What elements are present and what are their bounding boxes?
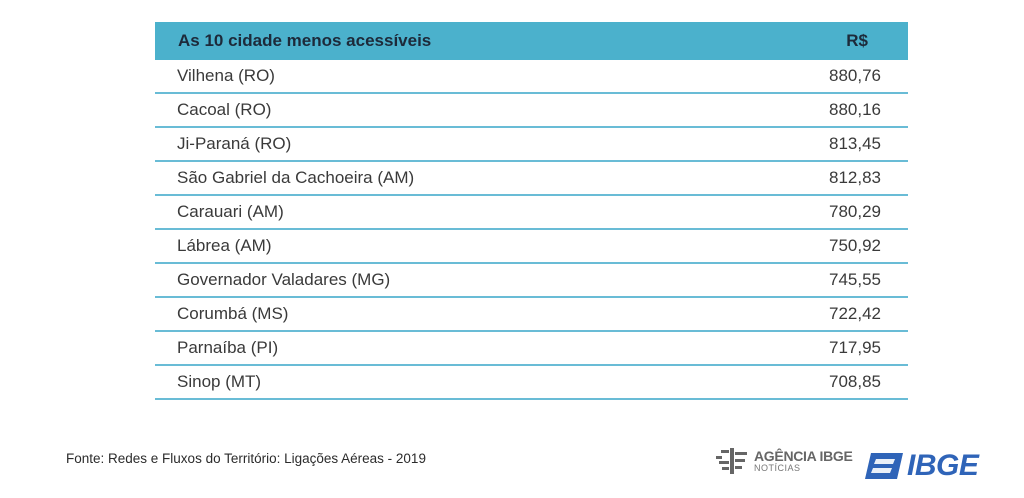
row-value: 708,85 [829, 372, 881, 391]
row-city: Lábrea (AM) [177, 236, 272, 255]
table-row: Vilhena (RO) 880,76 [155, 60, 908, 94]
agencia-subtitle: NOTÍCIAS [754, 463, 801, 473]
table-row: Ji-Paraná (RO) 813,45 [155, 128, 908, 162]
table-row: Cacoal (RO) 880,16 [155, 94, 908, 128]
header-city: As 10 cidade menos acessíveis [178, 31, 432, 50]
table-row: São Gabriel da Cachoeira (AM) 812,83 [155, 162, 908, 196]
row-city: Sinop (MT) [177, 372, 262, 391]
row-city: Parnaíba (PI) [177, 338, 279, 357]
source-note: Fonte: Redes e Fluxos do Território: Lig… [66, 451, 426, 466]
table-row: Carauari (AM) 780,29 [155, 196, 908, 230]
row-city: São Gabriel da Cachoeira (AM) [177, 168, 415, 187]
row-city: Corumbá (MS) [177, 304, 289, 323]
ibge-wordmark: IBGE [907, 449, 979, 482]
row-value: 812,83 [829, 168, 881, 187]
ibge-logo: IBGE [865, 449, 979, 483]
ibge-mark-icon [865, 453, 903, 479]
agencia-ibge-logo: AGÊNCIA IBGE NOTÍCIAS [716, 446, 853, 476]
table-row: Sinop (MT) 708,85 [155, 366, 908, 400]
row-city: Carauari (AM) [177, 202, 284, 221]
row-city: Governador Valadares (MG) [177, 270, 391, 289]
table-header: As 10 cidade menos acessíveis R$ [155, 22, 908, 60]
row-city: Vilhena (RO) [177, 66, 275, 85]
row-value: 880,76 [829, 66, 881, 85]
row-value: 813,45 [829, 134, 881, 153]
agencia-title: AGÊNCIA IBGE [754, 448, 853, 464]
cities-table: As 10 cidade menos acessíveis R$ Vilhena… [155, 22, 908, 400]
row-value: 780,29 [829, 202, 881, 221]
row-value: 745,55 [829, 270, 881, 289]
row-value: 717,95 [829, 338, 881, 357]
table-row: Parnaíba (PI) 717,95 [155, 332, 908, 366]
row-city: Ji-Paraná (RO) [177, 134, 292, 153]
table-body: Vilhena (RO) 880,76 Cacoal (RO) 880,16 Ji-Pa… [155, 60, 908, 400]
table-row: Corumbá (MS) 722,42 [155, 298, 908, 332]
header-value: R$ [846, 31, 868, 50]
row-city: Cacoal (RO) [177, 100, 272, 119]
row-value: 722,42 [829, 304, 881, 323]
table-row: Governador Valadares (MG) 745,55 [155, 264, 908, 298]
agencia-mark-icon [716, 448, 747, 474]
row-value: 750,92 [829, 236, 881, 255]
row-value: 880,16 [829, 100, 881, 119]
table-row: Lábrea (AM) 750,92 [155, 230, 908, 264]
